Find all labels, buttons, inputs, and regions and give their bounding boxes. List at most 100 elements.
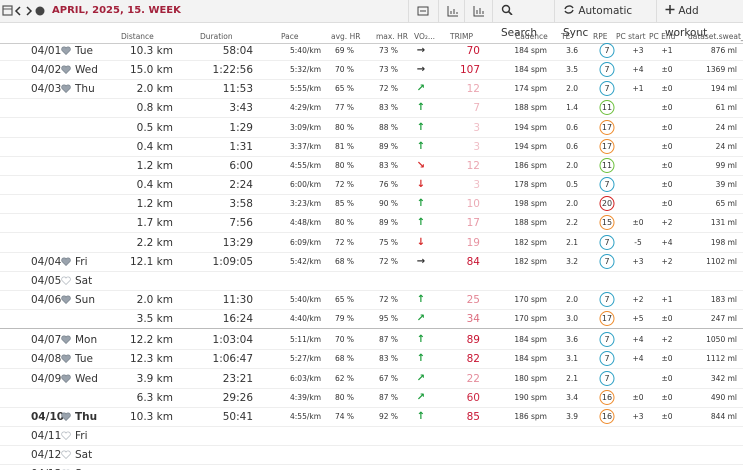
cell: +2 [661, 334, 672, 346]
cell: 2.0 [566, 160, 578, 172]
cell: +2 [632, 294, 643, 306]
trimp: 3 [473, 122, 480, 134]
row[interactable] [0, 369, 743, 389]
row[interactable] [0, 465, 743, 470]
cell: 3.6 [566, 334, 578, 346]
date: 04/07 [31, 334, 61, 346]
date: 04/09 [31, 373, 61, 385]
weekday: Thu [75, 411, 97, 423]
cell: 3.4 [566, 392, 578, 404]
cell: 1.2 km [137, 198, 173, 210]
sync-button[interactable]: Automatic Sync [554, 0, 656, 22]
cell: 182 spm [514, 256, 547, 268]
cell: 4:29/km [290, 102, 321, 114]
row[interactable] [0, 156, 743, 176]
heart-icon [61, 46, 71, 55]
cell: ±0 [661, 179, 672, 191]
add-workout-button[interactable]: Add workout [656, 0, 743, 22]
row[interactable] [0, 446, 743, 466]
cell: 72 % [379, 256, 398, 268]
date: 04/11 [31, 430, 61, 442]
trimp: 7 [473, 102, 480, 114]
row[interactable] [0, 176, 743, 196]
cell: 188 spm [514, 217, 547, 229]
cell: 4:39/km [290, 392, 321, 404]
vo2-trend: → [417, 64, 425, 76]
cell: +5 [632, 313, 643, 325]
cell: 79 % [335, 313, 354, 325]
cell: 190 spm [514, 392, 547, 404]
rpe-badge: 7 [600, 254, 615, 269]
cell: 61 ml [716, 102, 737, 114]
cell: 6:03/km [290, 373, 321, 385]
cell: +4 [632, 334, 643, 346]
heart-icon [61, 450, 71, 459]
cell: 2.0 km [137, 294, 173, 306]
cell: 7:56 [229, 217, 253, 229]
row[interactable] [0, 137, 743, 157]
cell: 188 spm [514, 102, 547, 114]
cell: 174 spm [514, 83, 547, 95]
cell: 5:40/km [290, 45, 321, 57]
cell: 15.0 km [130, 64, 173, 76]
vo2-trend: ↑ [417, 294, 425, 306]
cell: 2.0 [566, 198, 578, 210]
cell: 95 % [379, 313, 398, 325]
row[interactable] [0, 99, 743, 119]
cell: 2:24 [229, 179, 253, 191]
cell: +1 [661, 294, 672, 306]
trimp: 12 [467, 160, 480, 172]
chart-button[interactable] [438, 0, 464, 22]
heart-icon [61, 431, 71, 440]
rpe-badge: 7 [600, 332, 615, 347]
view-button[interactable] [408, 0, 438, 22]
cell: 72 % [335, 179, 354, 191]
rpe-badge: 7 [600, 43, 615, 58]
rpe-badge: 7 [600, 292, 615, 307]
weekday: Fri [75, 256, 88, 268]
cell: 1112 ml [706, 353, 737, 365]
cell: 5:11/km [290, 334, 321, 346]
cell: 1:31 [229, 141, 253, 153]
cell: 58:04 [223, 45, 253, 57]
heart-icon [61, 276, 71, 285]
rpe-badge: 7 [600, 62, 615, 77]
rpe-badge: 7 [600, 235, 615, 250]
row[interactable] [0, 271, 743, 291]
cell: 12.2 km [130, 334, 173, 346]
weekday: Fri [75, 430, 88, 442]
row[interactable] [0, 233, 743, 253]
trimp: 10 [467, 198, 480, 210]
cell: 72 % [379, 294, 398, 306]
cell: 65 % [335, 83, 354, 95]
trimp: 12 [467, 83, 480, 95]
row[interactable] [0, 427, 743, 447]
cell: 1:06:47 [213, 353, 253, 365]
chart-button[interactable] [464, 0, 492, 22]
cell: 0.8 km [137, 102, 173, 114]
cell: 182 spm [514, 237, 547, 249]
cell: 194 ml [711, 83, 737, 95]
cell: 170 spm [514, 313, 547, 325]
trimp: 19 [467, 237, 480, 249]
weekday: Mon [75, 334, 97, 346]
cell: 198 spm [514, 198, 547, 210]
weekday: Wed [75, 64, 98, 76]
cell: 80 % [335, 122, 354, 134]
rpe-badge: 7 [600, 81, 615, 96]
row[interactable] [0, 195, 743, 215]
cell: 194 spm [514, 141, 547, 153]
cell: 2.0 km [137, 83, 173, 95]
search-button[interactable]: Search [492, 0, 554, 22]
vo2-trend: ↑ [417, 102, 425, 114]
cell: 65 ml [716, 198, 737, 210]
row[interactable] [0, 118, 743, 138]
cell: 3.2 [566, 256, 578, 268]
cell: +3 [632, 411, 643, 423]
cell: 73 % [379, 64, 398, 76]
vo2-trend: → [417, 45, 425, 57]
heart-icon [61, 412, 71, 421]
trimp: 70 [467, 45, 480, 57]
vo2-trend: ↑ [417, 198, 425, 210]
trimp: 89 [467, 334, 480, 346]
